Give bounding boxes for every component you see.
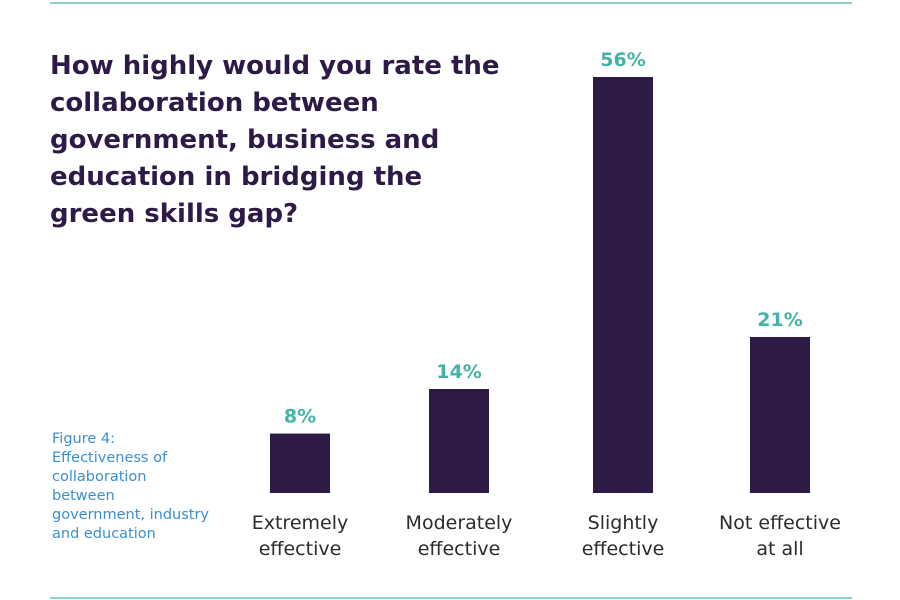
value-label-0: 8% [284,406,316,428]
value-label-3: 21% [757,309,802,331]
category-label-3: Not effective at all [719,512,841,560]
value-label-1: 14% [436,361,481,383]
category-label-1: Moderately effective [406,512,513,560]
bar-1 [429,389,489,493]
category-label-0: Extremely effective [252,512,349,560]
chart-question-title: How highly would you rate the collaborat… [50,51,500,229]
bottom-divider [50,597,852,599]
bar-3 [750,337,810,493]
bar-2 [593,77,653,493]
figure-caption: Figure 4: Effectiveness of collaboration… [52,431,210,542]
value-label-2: 56% [600,49,645,71]
top-divider [50,2,852,4]
category-label-2: Slightly effective [582,512,665,560]
bar-0 [270,433,330,493]
